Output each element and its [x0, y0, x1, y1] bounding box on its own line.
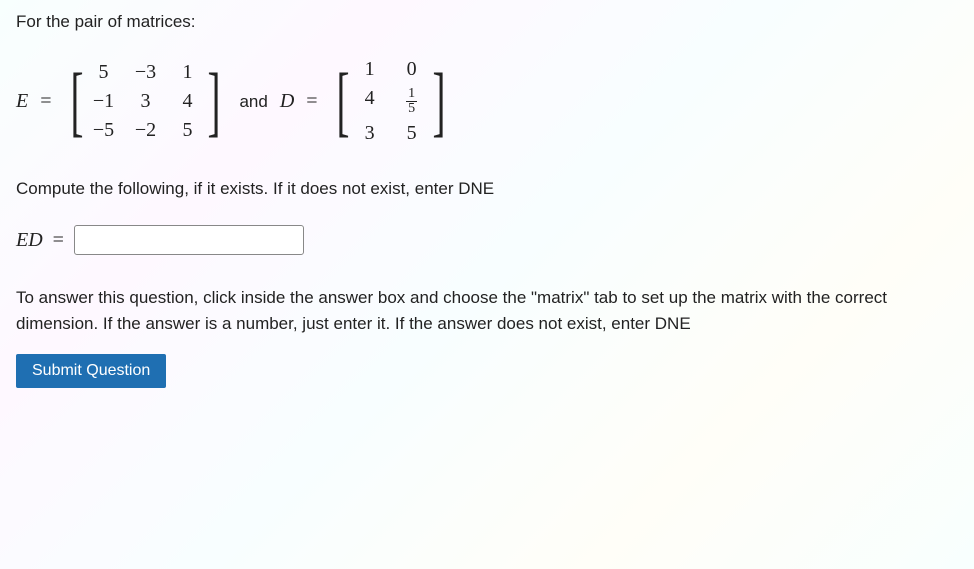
left-bracket-icon: [: [70, 66, 83, 136]
matrix-cell: 0: [400, 58, 424, 81]
matrix-cell: 5: [400, 122, 424, 145]
matrix-cell: 5: [175, 119, 199, 142]
answer-label: ED: [16, 229, 43, 252]
matrix-cell: −1: [91, 90, 115, 113]
matrix-d-name: D: [280, 90, 294, 113]
submit-button[interactable]: Submit Question: [16, 354, 166, 388]
answer-input[interactable]: [74, 225, 304, 255]
left-bracket-icon: [: [336, 66, 349, 136]
equals-sign: =: [306, 90, 317, 113]
matrix-cell: 1: [175, 61, 199, 84]
matrix-e-name: E: [16, 90, 28, 113]
matrix-cell: 4: [358, 87, 382, 116]
matrix-definitions: E = [ 5 −3 1 −1 3 4 −5 −2 5 ] and D = [ …: [16, 54, 958, 149]
help-text: To answer this question, click inside th…: [16, 285, 958, 336]
equals-sign: =: [40, 90, 51, 113]
compute-instruction: Compute the following, if it exists. If …: [16, 179, 958, 199]
matrix-cell: −5: [91, 119, 115, 142]
fraction: 15: [406, 87, 417, 116]
matrix-cell: 4: [175, 90, 199, 113]
right-bracket-icon: ]: [432, 66, 445, 136]
problem-intro: For the pair of matrices:: [16, 12, 958, 32]
matrix-d: [ 1 0 4 15 3 5 ]: [330, 54, 452, 149]
equals-sign: =: [53, 229, 64, 252]
right-bracket-icon: ]: [208, 66, 221, 136]
answer-row: ED =: [16, 225, 958, 255]
matrix-e: [ 5 −3 1 −1 3 4 −5 −2 5 ]: [64, 57, 228, 146]
matrix-cell: 3: [358, 122, 382, 145]
matrix-cell: 5: [91, 61, 115, 84]
matrix-cell: −2: [133, 119, 157, 142]
matrix-e-grid: 5 −3 1 −1 3 4 −5 −2 5: [89, 57, 201, 146]
matrix-cell: 15: [400, 87, 424, 116]
matrix-d-grid: 1 0 4 15 3 5: [356, 54, 426, 149]
matrix-cell: 3: [133, 90, 157, 113]
matrix-cell: −3: [133, 61, 157, 84]
matrix-cell: 1: [358, 58, 382, 81]
connector-text: and: [239, 92, 267, 112]
